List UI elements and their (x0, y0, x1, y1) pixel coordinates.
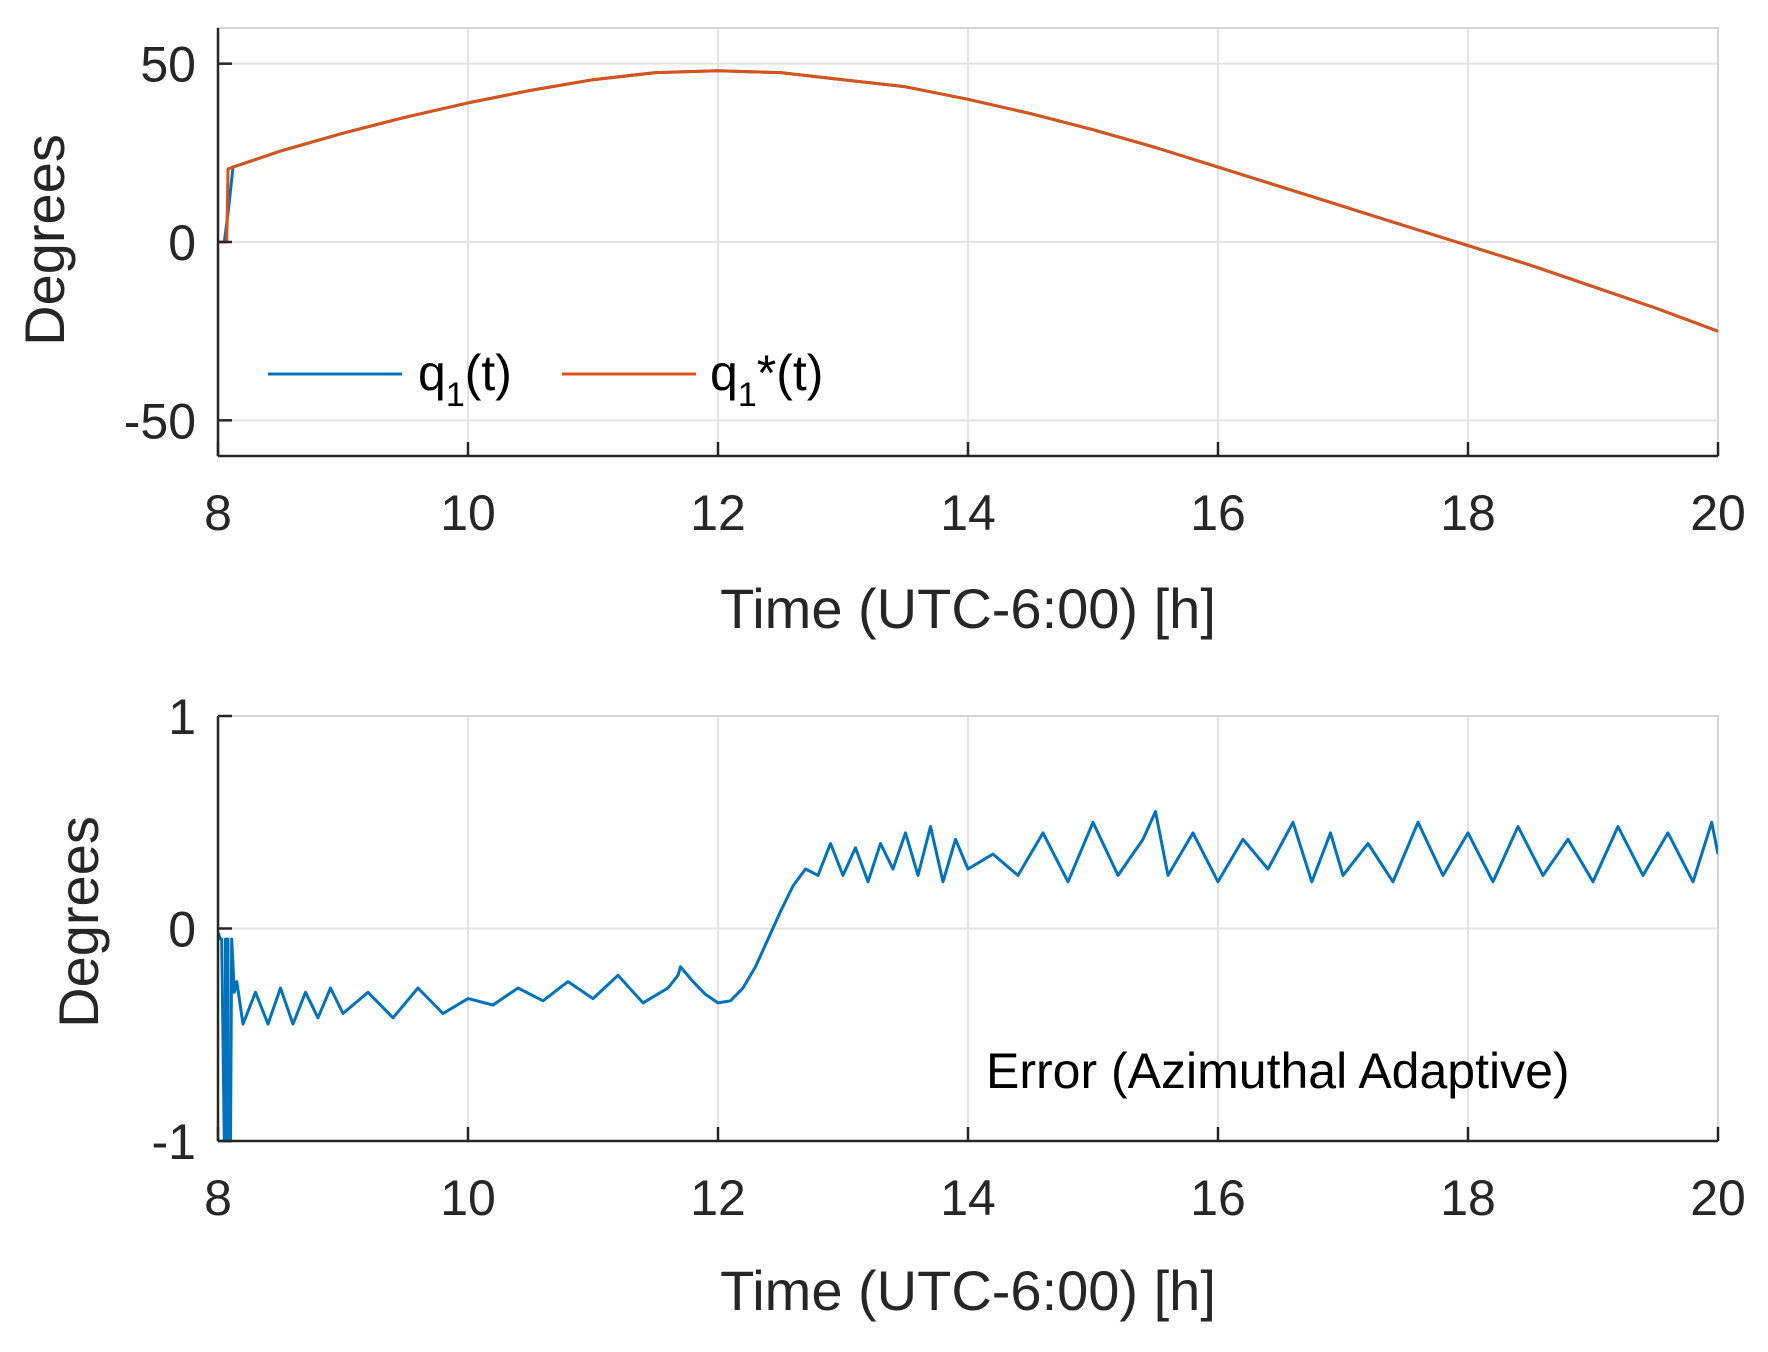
top-series-line-1 (218, 69, 1718, 333)
legend-label-q1-star: q1*(t) (710, 345, 823, 414)
top-ytick-label: -50 (124, 393, 196, 449)
top-xtick-label: 12 (690, 485, 746, 541)
bottom-xtick-label: 10 (440, 1170, 496, 1226)
bottom-xtick-label: 12 (690, 1170, 746, 1226)
top-xtick-label: 20 (1690, 485, 1746, 541)
bottom-series-line-0 (218, 810, 1718, 1143)
bottom-xtick-label: 20 (1690, 1170, 1746, 1226)
top-xtick-label: 8 (204, 485, 232, 541)
top-ylabel: Degrees (13, 134, 76, 346)
top-xtick-label: 10 (440, 485, 496, 541)
bottom-panel: 8 10 12 14 16 18 20 -1 0 1 Degrees Time (UTC-6:00… (47, 689, 1746, 1322)
error-annotation: Error (Azimuthal Adaptive) (986, 1043, 1570, 1099)
legend-q1-star-sub: 1 (738, 376, 757, 414)
top-xtick-label: 16 (1190, 485, 1246, 541)
top-ytick-label: 50 (140, 37, 196, 93)
bottom-xtick-label: 14 (940, 1170, 996, 1226)
legend-q1-star-suffix: *(t) (757, 345, 824, 401)
bottom-xtick-label: 18 (1440, 1170, 1496, 1226)
bottom-ytick-label: -1 (152, 1114, 196, 1170)
legend-label-q1: q1(t) (418, 345, 512, 414)
top-panel: 8 10 12 14 16 18 20 -50 0 50 Degrees Time (UTC-6:… (13, 27, 1746, 640)
bottom-ylabel: Degrees (47, 816, 110, 1028)
bottom-ytick-label: 1 (168, 689, 196, 745)
top-legend: q1(t) q1*(t) (268, 345, 823, 414)
bottom-xlabel: Time (UTC-6:00) [h] (720, 1259, 1216, 1322)
top-xtick-label: 18 (1440, 485, 1496, 541)
legend-q1-suffix: (t) (465, 345, 512, 401)
top-xlabel: Time (UTC-6:00) [h] (720, 577, 1216, 640)
legend-q1-sub: 1 (446, 376, 465, 414)
top-xtick-label: 14 (940, 485, 996, 541)
bottom-xtick-label: 8 (204, 1170, 232, 1226)
legend-q1-base: q (418, 345, 446, 401)
bottom-xtick-label: 16 (1190, 1170, 1246, 1226)
bottom-ytick-label: 0 (168, 902, 196, 958)
top-ytick-label: 0 (168, 215, 196, 271)
legend-q1-star-base: q (710, 345, 738, 401)
